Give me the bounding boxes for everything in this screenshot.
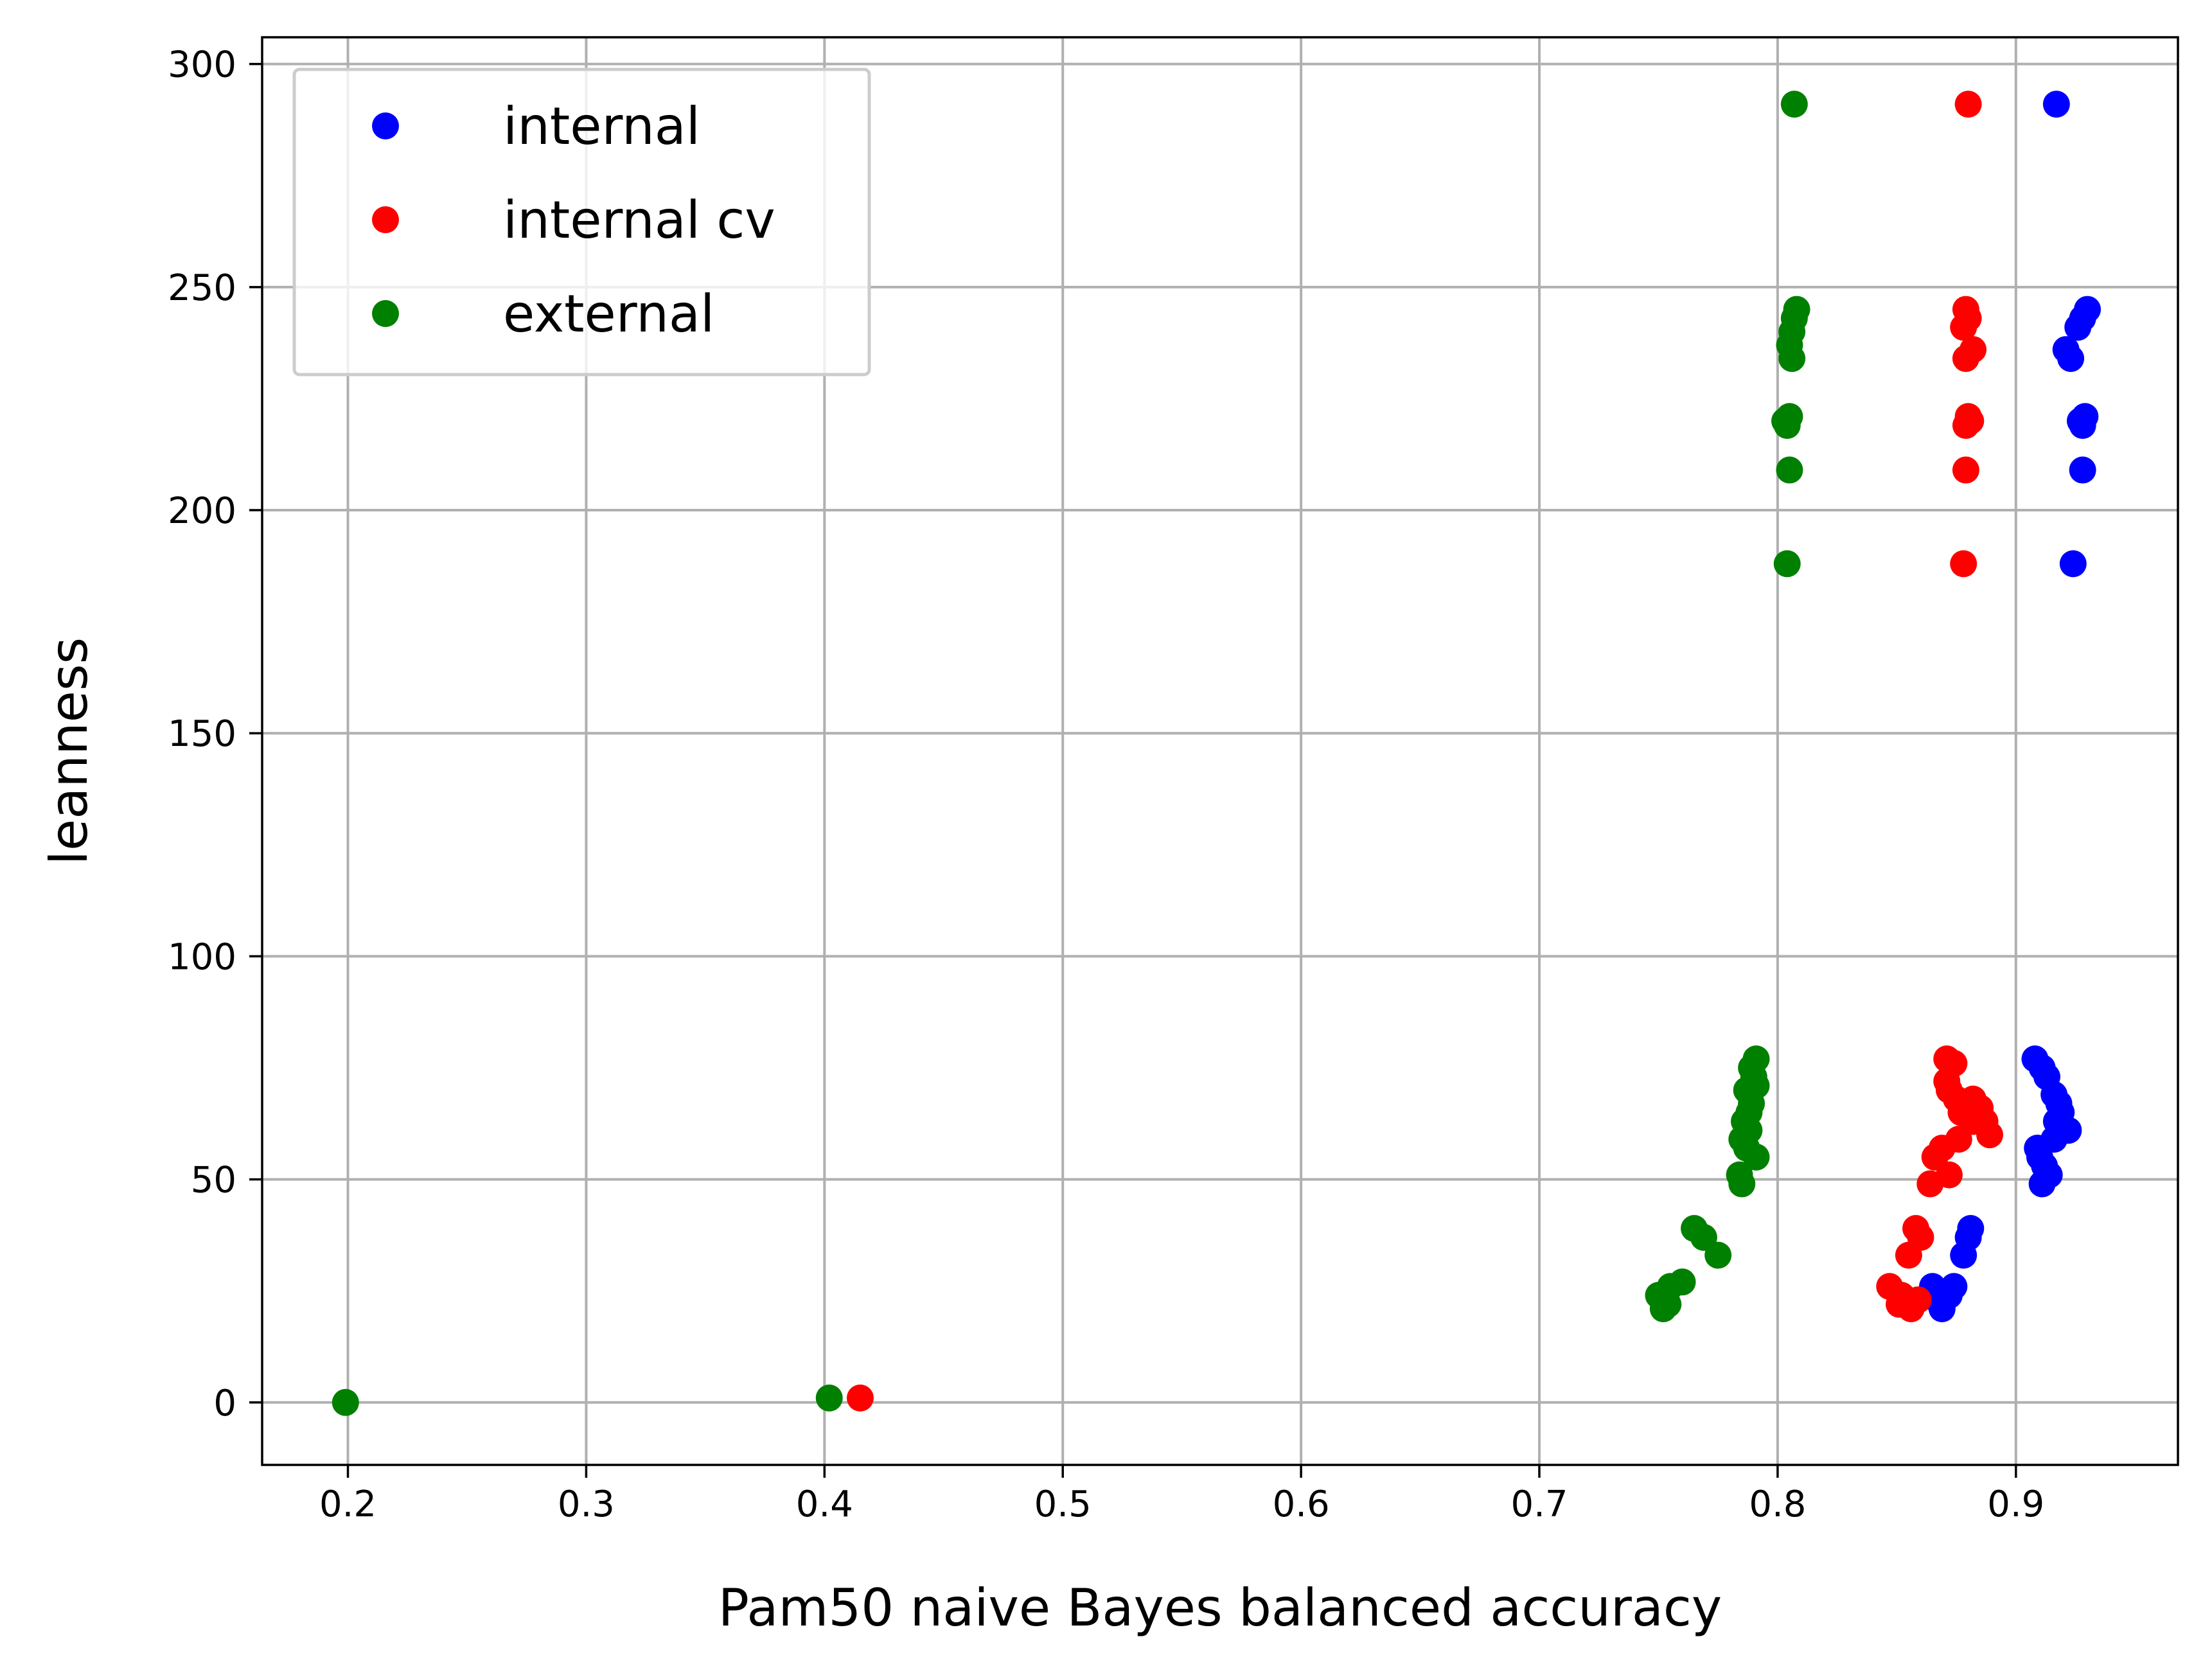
- data-point: [1952, 456, 1979, 484]
- legend-label: external: [503, 284, 714, 344]
- data-point: [1897, 1295, 1925, 1322]
- data-point: [332, 1388, 359, 1416]
- data-point: [1916, 1170, 1944, 1198]
- data-point: [2069, 412, 2096, 439]
- y-tick-label: 100: [168, 936, 236, 978]
- x-tick-label: 0.7: [1510, 1484, 1568, 1525]
- legend-label: internal cv: [503, 190, 775, 250]
- data-point: [1950, 550, 1978, 578]
- y-tick-label: 0: [213, 1383, 236, 1424]
- y-tick-label: 200: [168, 490, 236, 532]
- data-point: [1952, 344, 1979, 372]
- data-point: [1742, 1143, 1770, 1171]
- data-point: [1704, 1241, 1732, 1269]
- legend-label: internal: [503, 96, 700, 156]
- data-point: [1778, 344, 1806, 372]
- data-point: [1773, 412, 1801, 439]
- x-axis-label: Pam50 naive Bayes balanced accuracy: [718, 1578, 1722, 1638]
- data-point: [2069, 456, 2096, 484]
- data-point: [1895, 1241, 1922, 1269]
- data-point: [2059, 550, 2087, 578]
- data-points: [332, 91, 2101, 1416]
- data-point: [1728, 1170, 1756, 1198]
- series-internal-cv: [846, 91, 2003, 1412]
- legend-marker: [372, 112, 399, 139]
- y-tick-label: 300: [168, 44, 236, 86]
- data-point: [1649, 1295, 1677, 1322]
- x-tick-label: 0.3: [558, 1484, 615, 1525]
- data-point: [1776, 456, 1803, 484]
- legend-marker: [372, 300, 399, 327]
- y-tick-label: 150: [168, 713, 236, 755]
- data-point: [1928, 1295, 1956, 1322]
- y-tick-label: 250: [168, 267, 236, 309]
- data-point: [1780, 91, 1808, 118]
- data-point: [2064, 314, 2092, 341]
- data-point: [2057, 344, 2085, 372]
- x-tick-label: 0.2: [319, 1484, 376, 1525]
- data-point: [1773, 550, 1801, 578]
- y-tick-label: 50: [191, 1160, 236, 1201]
- data-point: [1952, 412, 1979, 439]
- series-external: [332, 91, 1810, 1416]
- data-point: [1950, 1241, 1978, 1269]
- data-point: [2042, 91, 2070, 118]
- data-point: [1950, 314, 1978, 341]
- axis-ticks: 0.2 0.3 0.4 0.5 0.6 0.7 0.8 0.9 0 50 100 150 200 250 3…: [168, 44, 2044, 1525]
- data-point: [2028, 1170, 2056, 1198]
- series-internal: [1918, 91, 2101, 1322]
- data-point: [815, 1384, 843, 1412]
- x-tick-label: 0.8: [1749, 1484, 1806, 1525]
- plot-frame: [261, 36, 2179, 1466]
- x-tick-label: 0.6: [1273, 1484, 1330, 1525]
- x-tick-label: 0.9: [1987, 1484, 2044, 1525]
- legend-marker: [372, 206, 399, 233]
- data-point: [1976, 1121, 2003, 1149]
- legend-box: [292, 67, 871, 377]
- x-tick-label: 0.5: [1034, 1484, 1092, 1525]
- legend: internal internal cv external: [292, 67, 871, 377]
- data-point: [846, 1384, 874, 1412]
- x-tick-label: 0.4: [796, 1484, 853, 1525]
- data-point: [1954, 91, 1982, 118]
- y-axis-label: leanness: [39, 637, 99, 865]
